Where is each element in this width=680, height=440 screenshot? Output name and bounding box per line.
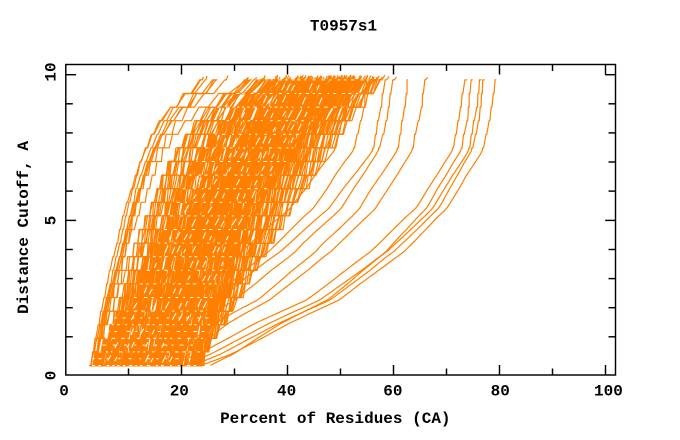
svg-text:20: 20 — [170, 382, 189, 400]
svg-text:T0957s1: T0957s1 — [310, 18, 377, 36]
svg-text:0: 0 — [42, 371, 60, 381]
svg-text:80: 80 — [491, 382, 510, 400]
svg-text:0: 0 — [59, 382, 69, 400]
svg-text:Percent of Residues (CA): Percent of Residues (CA) — [220, 410, 450, 428]
svg-text:5: 5 — [42, 216, 60, 226]
svg-text:100: 100 — [594, 382, 623, 400]
svg-text:10: 10 — [42, 62, 60, 81]
svg-text:Distance Cutoff, A: Distance Cutoff, A — [15, 141, 33, 314]
svg-text:40: 40 — [277, 382, 296, 400]
svg-text:60: 60 — [383, 382, 402, 400]
